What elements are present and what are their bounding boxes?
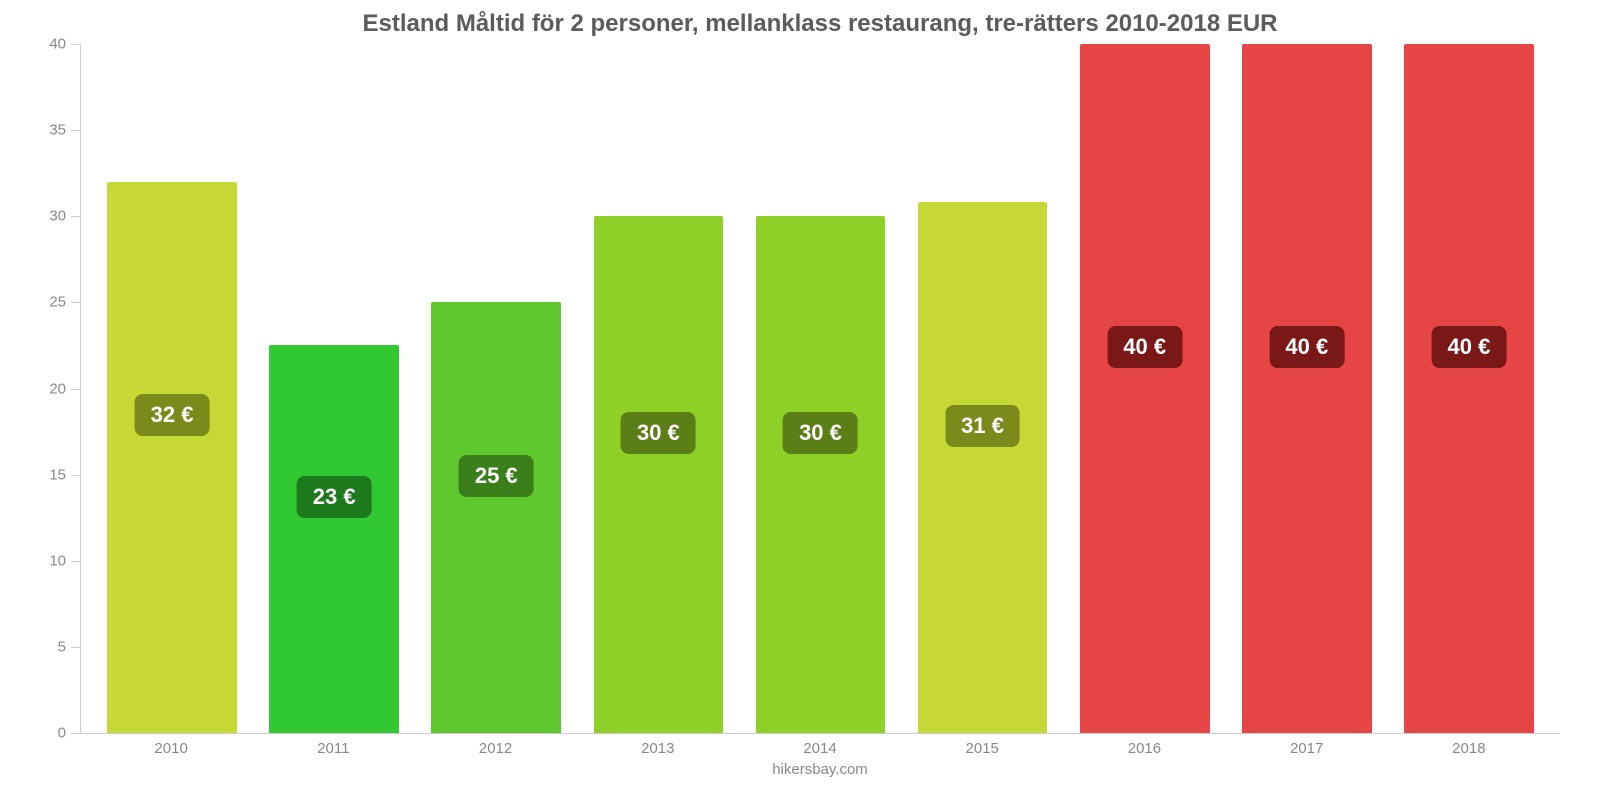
bar-value-label: 31 € <box>945 405 1020 447</box>
y-tick <box>71 561 81 562</box>
bar-slot: 23 € <box>253 44 415 733</box>
y-tick-label: 15 <box>26 466 66 483</box>
x-tick-label: 2010 <box>90 740 252 757</box>
y-tick <box>71 475 81 476</box>
chart-container: Estland Måltid för 2 personer, mellankla… <box>0 0 1600 800</box>
y-tick-label: 30 <box>26 208 66 225</box>
y-tick <box>71 216 81 217</box>
bar-value-label: 40 € <box>1107 326 1182 368</box>
bar-value-label: 30 € <box>783 412 858 454</box>
bar-slot: 32 € <box>91 44 253 733</box>
bar-slot: 40 € <box>1064 44 1226 733</box>
y-tick-label: 10 <box>26 552 66 569</box>
y-tick <box>71 647 81 648</box>
bar-slot: 30 € <box>577 44 739 733</box>
bar-slot: 30 € <box>739 44 901 733</box>
y-tick-label: 40 <box>26 36 66 53</box>
footer-credit: hikersbay.com <box>80 761 1560 778</box>
x-tick-label: 2017 <box>1226 740 1388 757</box>
bar <box>1080 44 1210 733</box>
y-tick-label: 35 <box>26 122 66 139</box>
bar-value-label: 23 € <box>297 476 372 518</box>
y-tick <box>71 44 81 45</box>
bar <box>918 202 1048 733</box>
bar <box>431 302 561 733</box>
y-tick <box>71 733 81 734</box>
bar-value-label: 30 € <box>621 412 696 454</box>
x-tick-label: 2012 <box>414 740 576 757</box>
y-tick-label: 20 <box>26 380 66 397</box>
bar <box>107 182 237 733</box>
x-tick-label: 2015 <box>901 740 1063 757</box>
bar <box>269 345 399 733</box>
bar-value-label: 32 € <box>135 394 210 436</box>
bar <box>1404 44 1534 733</box>
y-tick <box>71 389 81 390</box>
bar-value-label: 25 € <box>459 455 534 497</box>
y-tick-label: 25 <box>26 294 66 311</box>
y-tick-label: 5 <box>26 638 66 655</box>
bar-slot: 40 € <box>1226 44 1388 733</box>
bar <box>1242 44 1372 733</box>
bars: 32 € 23 € 25 € 30 € 30 € 31 € 40 € 40 € 40 € <box>81 44 1560 733</box>
x-tick-label: 2016 <box>1063 740 1225 757</box>
x-tick-label: 2018 <box>1388 740 1550 757</box>
bar <box>756 216 886 733</box>
x-tick-label: 2013 <box>577 740 739 757</box>
chart-title: Estland Måltid för 2 personer, mellankla… <box>80 10 1560 38</box>
y-tick <box>71 130 81 131</box>
bar-slot: 25 € <box>415 44 577 733</box>
bar-value-label: 40 € <box>1432 326 1507 368</box>
bar-slot: 31 € <box>902 44 1064 733</box>
y-tick-label: 0 <box>26 725 66 742</box>
bar-value-label: 40 € <box>1269 326 1344 368</box>
bar <box>594 216 724 733</box>
y-tick <box>71 302 81 303</box>
x-tick-label: 2011 <box>252 740 414 757</box>
plot-area: 0510152025303540 32 €23 €25 €30 €30 €31 … <box>80 44 1560 734</box>
x-tick-label: 2014 <box>739 740 901 757</box>
x-axis: 201020112012201320142015201620172018 <box>80 740 1560 757</box>
bar-slot: 40 € <box>1388 44 1550 733</box>
